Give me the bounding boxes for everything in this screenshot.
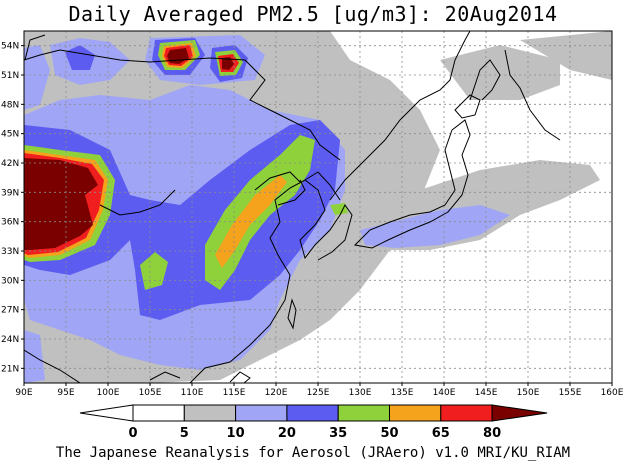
lon-tick-label: 150E — [517, 388, 540, 398]
colorbar-below-arrow — [79, 404, 134, 422]
lat-tick-label: 33N — [1, 247, 19, 257]
lon-tick-label: 105E — [139, 388, 162, 398]
colorbar-segment — [132, 404, 185, 422]
colorbar-segment — [440, 404, 493, 422]
colorbar-segment — [286, 404, 339, 422]
lon-tick-label: 90E — [15, 388, 32, 398]
lon-tick-label: 125E — [307, 388, 330, 398]
colorbar-segment — [337, 404, 391, 422]
lon-tick-label: 135E — [391, 388, 414, 398]
lat-tick-label: 45N — [1, 130, 19, 140]
map-title: Daily Averaged PM2.5 [ug/m3]: 20Aug2014 — [68, 2, 558, 26]
lon-tick-label: 130E — [349, 388, 372, 398]
lon-tick-label: 110E — [181, 388, 204, 398]
lon-tick-label: 115E — [223, 388, 246, 398]
pm25-level-80-plus — [24, 48, 234, 250]
colorbar-level-label: 0 — [128, 426, 137, 441]
lon-tick-label: 100E — [97, 388, 120, 398]
lon-tick-label: 145E — [475, 388, 498, 398]
lat-tick-label: 36N — [1, 218, 19, 228]
lat-tick-label: 24N — [1, 335, 19, 345]
lon-tick-label: 155E — [559, 388, 582, 398]
latitude-labels: 21N 24N 27N 30N 33N 36N 39N 42N 45N 48N 51N 54N — [1, 42, 24, 374]
colorbar-level-label: 20 — [278, 426, 296, 441]
lon-tick-label: 160E — [601, 388, 624, 398]
colorbar-level-label: 50 — [380, 426, 398, 441]
colorbar-segment — [235, 404, 288, 422]
lat-tick-label: 51N — [1, 71, 19, 81]
coastlines — [24, 31, 561, 383]
lat-tick-label: 39N — [1, 188, 19, 198]
lat-tick-label: 30N — [1, 276, 19, 286]
lat-tick-label: 27N — [1, 306, 19, 316]
lon-tick-label: 140E — [433, 388, 456, 398]
colorbar-above-arrow — [491, 404, 548, 422]
lat-tick-label: 21N — [1, 364, 19, 374]
lat-tick-label: 54N — [1, 42, 19, 52]
colorbar-level-label: 80 — [483, 426, 501, 441]
colorbar-level-label: 35 — [329, 426, 347, 441]
colorbar-level-label: 5 — [180, 426, 189, 441]
footer-credit: The Japanese Reanalysis for Aerosol (JRA… — [55, 445, 571, 461]
lat-tick-label: 48N — [1, 100, 19, 110]
lon-tick-label: 95E — [57, 388, 74, 398]
colorbar-segment — [389, 404, 442, 422]
colorbar-level-label: 65 — [432, 426, 450, 441]
colorbar-segment — [183, 404, 237, 422]
map-gridlines — [24, 31, 612, 383]
colorbar-level-label: 10 — [227, 426, 245, 441]
lat-tick-label: 42N — [1, 159, 19, 169]
colorbar: 0 5 10 20 35 50 65 80 — [79, 404, 548, 441]
longitude-labels: 90E 95E 100E 105E 110E 115E 120E 125E 130E 135E 14… — [15, 383, 624, 398]
lon-tick-label: 120E — [265, 388, 288, 398]
